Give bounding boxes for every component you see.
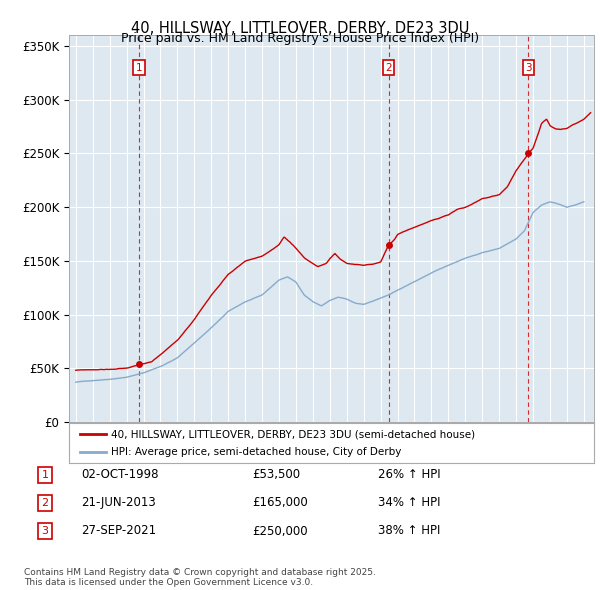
Text: 40, HILLSWAY, LITTLEOVER, DERBY, DE23 3DU: 40, HILLSWAY, LITTLEOVER, DERBY, DE23 3D…	[131, 21, 469, 35]
Text: £53,500: £53,500	[252, 468, 300, 481]
Text: 1: 1	[136, 63, 143, 73]
Text: £250,000: £250,000	[252, 525, 308, 537]
Text: 1: 1	[41, 470, 49, 480]
Text: 26% ↑ HPI: 26% ↑ HPI	[378, 468, 440, 481]
Text: 2: 2	[385, 63, 392, 73]
Text: 34% ↑ HPI: 34% ↑ HPI	[378, 496, 440, 509]
Text: 2: 2	[41, 498, 49, 507]
Text: 3: 3	[525, 63, 532, 73]
Text: 27-SEP-2021: 27-SEP-2021	[81, 525, 156, 537]
Text: Contains HM Land Registry data © Crown copyright and database right 2025.
This d: Contains HM Land Registry data © Crown c…	[24, 568, 376, 587]
Text: 40, HILLSWAY, LITTLEOVER, DERBY, DE23 3DU (semi-detached house): 40, HILLSWAY, LITTLEOVER, DERBY, DE23 3D…	[111, 430, 475, 440]
Text: 38% ↑ HPI: 38% ↑ HPI	[378, 525, 440, 537]
Text: 21-JUN-2013: 21-JUN-2013	[81, 496, 156, 509]
Text: HPI: Average price, semi-detached house, City of Derby: HPI: Average price, semi-detached house,…	[111, 447, 401, 457]
Text: 3: 3	[41, 526, 49, 536]
Text: £165,000: £165,000	[252, 496, 308, 509]
Text: 02-OCT-1998: 02-OCT-1998	[81, 468, 158, 481]
Text: Price paid vs. HM Land Registry's House Price Index (HPI): Price paid vs. HM Land Registry's House …	[121, 32, 479, 45]
